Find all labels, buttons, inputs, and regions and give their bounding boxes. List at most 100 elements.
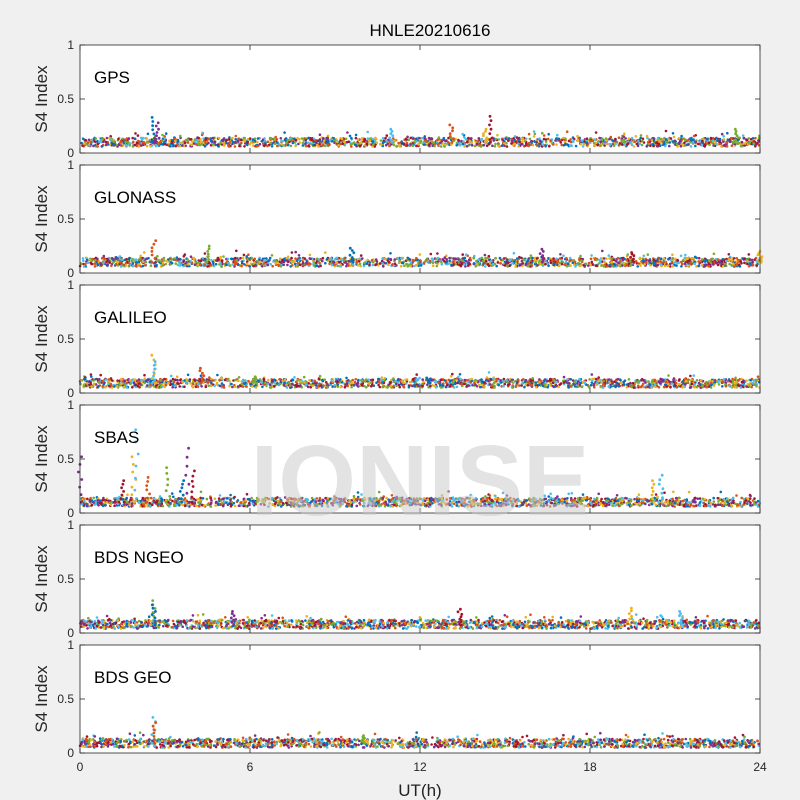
scatter-point [604,137,608,140]
scatter-point [318,140,322,143]
scatter-point [435,264,439,268]
scatter-point [713,140,716,144]
scatter-point [239,138,243,142]
scatter-point [687,259,691,263]
scatter-point [537,144,541,147]
scatter-point [304,138,308,142]
scatter-point [325,136,329,140]
scatter-point [405,378,409,381]
scatter-point [138,263,141,266]
scatter-point [305,259,309,262]
scatter-point [273,381,276,385]
scatter-point [666,264,669,268]
scatter-point [648,138,651,141]
y-tick-label: 1 [67,158,74,172]
scatter-point [193,258,196,261]
scatter-point [419,139,423,143]
scatter-point [472,256,476,260]
scatter-point [745,385,748,388]
scatter-point [194,260,197,264]
scatter-point [389,252,392,255]
scatter-point [263,137,266,140]
scatter-point [422,141,425,144]
scatter-point [267,259,270,263]
scatter-point [743,257,746,260]
scatter-point [116,260,120,264]
scatter-point [659,260,662,263]
scatter-point [141,136,145,140]
scatter-point [298,380,302,383]
scatter-point [532,130,536,133]
scatter-point [544,385,547,389]
scatter-point [749,378,753,382]
scatter-point [290,260,294,264]
scatter-point [494,137,498,141]
scatter-point [756,375,760,379]
scatter-point [140,144,143,147]
scatter-point [90,138,94,142]
scatter-point [335,256,339,260]
scatter-point [309,262,312,266]
scatter-point [600,264,603,267]
scatter-point [285,386,289,389]
scatter-point [268,256,272,260]
scatter-point [707,264,710,268]
scatter-point [214,143,218,147]
scatter-point [360,137,364,140]
scatter-point [495,264,499,268]
scatter-point [491,144,494,148]
scatter-point [346,379,350,382]
scatter-point [228,136,231,139]
scatter-point [131,145,135,148]
scatter-point [636,265,639,268]
scatter-point [517,145,520,148]
scatter-point [218,384,222,388]
scatter-point [458,143,462,147]
scatter-point [240,141,243,145]
scatter-point [625,386,629,389]
scatter-point [99,140,102,143]
scatter-point [612,258,616,262]
scatter-point [681,380,685,383]
scatter-point [243,136,246,140]
scatter-point [588,378,591,381]
scatter-point [184,138,188,142]
scatter-point [155,265,158,268]
scatter-point [457,258,460,261]
scatter-point [562,136,565,140]
scatter-point [527,257,530,260]
scatter-point [175,143,179,146]
scatter-point [467,137,471,140]
scatter-point [707,141,711,145]
scatter-point [143,373,146,377]
scatter-point [350,145,353,148]
scatter-point [608,257,611,260]
scatter-point [549,139,552,142]
scatter-point [99,373,102,377]
scatter-point [597,379,601,383]
scatter-point [291,378,295,382]
scatter-point [136,384,140,388]
scatter-point [695,385,699,389]
scatter-point [250,385,254,388]
scatter-point [751,263,755,267]
scatter-point [120,144,123,147]
scatter-point [703,382,707,385]
scatter-point [463,136,466,139]
scatter-point [757,144,761,147]
spike-point [482,134,485,138]
scatter-point [92,144,95,148]
scatter-point [86,141,89,145]
spike-point [451,129,454,133]
scatter-point [447,262,451,265]
scatter-point [89,140,93,144]
scatter-point [286,143,290,147]
scatter-point [695,379,699,382]
scatter-point [672,378,675,382]
scatter-point [358,262,362,266]
scatter-point [370,384,373,388]
scatter-point [753,258,756,262]
scatter-point [590,260,594,264]
spike-point [629,255,632,259]
scatter-point [218,378,221,382]
